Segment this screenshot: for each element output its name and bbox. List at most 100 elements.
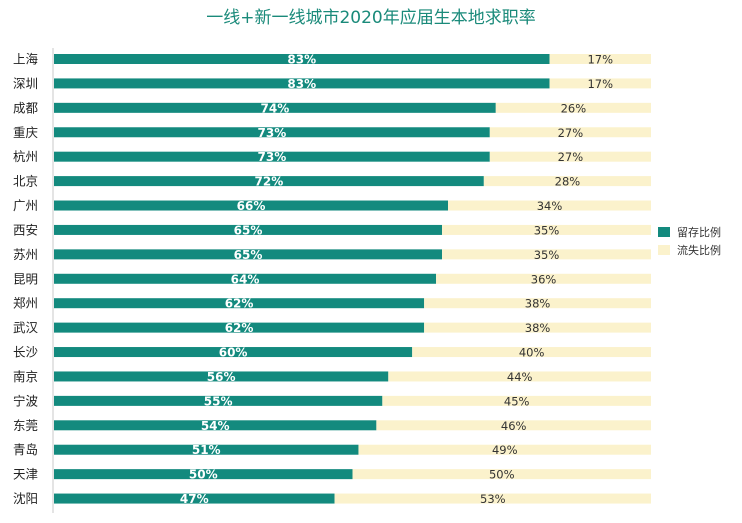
bar-lost: [382, 395, 651, 406]
data-label-retained: 62%: [225, 321, 254, 335]
data-label-lost: 34%: [537, 199, 563, 213]
data-label-retained: 50%: [189, 468, 218, 482]
data-label-retained: 55%: [204, 394, 233, 408]
bar-retained: [54, 78, 550, 89]
data-label-retained: 60%: [219, 346, 248, 360]
bar-lost: [412, 347, 651, 358]
data-label-retained: 62%: [225, 297, 254, 311]
legend: 留存比例 流失比例: [658, 225, 721, 257]
data-label-lost: 50%: [489, 468, 515, 482]
bar-retained: [54, 469, 353, 480]
bar-retained: [54, 151, 490, 162]
category-label: 长沙: [13, 345, 39, 360]
category-label: 沈阳: [13, 491, 38, 506]
bar-lost: [424, 298, 651, 309]
data-label-retained: 73%: [258, 150, 287, 164]
category-label: 苏州: [13, 247, 38, 262]
chart-title: 一线+新一线城市2020年应届生本地求职率: [206, 8, 536, 28]
data-label-lost: 40%: [519, 346, 545, 360]
data-label-retained: 66%: [237, 199, 266, 213]
category-label: 武汉: [13, 320, 39, 335]
category-label: 东莞: [13, 418, 38, 433]
category-label: 南京: [13, 369, 38, 384]
bar-retained: [54, 224, 443, 235]
data-label-lost: 44%: [507, 370, 533, 384]
bar-lost: [483, 176, 651, 187]
bar-retained: [54, 273, 437, 284]
bar-lost: [549, 54, 651, 64]
legend-label-retained: 留存比例: [677, 225, 721, 239]
category-label: 宁波: [13, 393, 39, 408]
legend-swatch-lost: [658, 245, 670, 255]
legend-swatch-retained: [658, 227, 670, 237]
category-label: 广州: [13, 198, 38, 213]
data-label-retained: 65%: [234, 248, 263, 262]
bar-retained: [54, 298, 425, 309]
bar-retained: [54, 200, 449, 211]
bar-retained: [54, 420, 377, 431]
data-label-retained: 72%: [255, 175, 284, 189]
bar-lost: [388, 371, 651, 382]
bar-lost: [448, 200, 651, 211]
category-label: 西安: [13, 222, 38, 237]
bar-lost: [489, 151, 651, 162]
bar-lost: [549, 78, 651, 89]
bar-lost: [376, 420, 651, 431]
bar-retained: [54, 493, 335, 504]
category-label: 上海: [13, 52, 39, 67]
data-label-retained: 64%: [231, 272, 260, 286]
data-label-retained: 83%: [287, 77, 316, 91]
data-label-retained: 54%: [201, 419, 230, 433]
bar-lost: [495, 102, 651, 113]
bar-lost: [442, 249, 651, 260]
legend-label-lost: 流失比例: [677, 243, 721, 257]
data-label-lost: 49%: [492, 443, 518, 457]
bar-lost: [489, 127, 651, 138]
bar-lost: [424, 322, 651, 333]
data-label-retained: 83%: [287, 53, 316, 67]
category-label: 昆明: [13, 271, 38, 286]
data-label-retained: 65%: [234, 223, 263, 237]
bar-retained: [54, 102, 496, 113]
data-label-lost: 36%: [531, 272, 557, 286]
bar-lost: [358, 444, 651, 455]
data-label-lost: 45%: [504, 394, 530, 408]
data-label-lost: 26%: [561, 101, 587, 115]
bars-group: 上海 83% 17% 深圳 83% 17% 成都 74% 26% 重庆 73% 27% 杭州 73% 27%…: [13, 52, 651, 506]
category-label: 重庆: [13, 125, 39, 140]
bar-retained: [54, 322, 425, 333]
data-label-lost: 27%: [558, 126, 584, 140]
data-label-lost: 28%: [555, 175, 581, 189]
bar-retained: [54, 395, 383, 406]
bar-retained: [54, 176, 484, 187]
bar-retained: [54, 371, 389, 382]
data-label-lost: 46%: [501, 419, 527, 433]
data-label-lost: 35%: [534, 223, 560, 237]
bar-retained: [54, 249, 443, 260]
bar-lost: [334, 493, 651, 504]
data-label-lost: 38%: [525, 297, 551, 311]
data-label-retained: 47%: [180, 492, 209, 506]
data-label-retained: 56%: [207, 370, 236, 384]
data-label-retained: 73%: [258, 126, 287, 140]
category-label: 成都: [13, 100, 39, 115]
data-label-lost: 17%: [587, 53, 613, 67]
data-label-lost: 53%: [480, 492, 506, 506]
data-label-retained: 74%: [261, 101, 290, 115]
category-label: 郑州: [13, 296, 38, 311]
category-label: 青岛: [13, 442, 38, 457]
category-label: 天津: [13, 467, 38, 482]
bar-retained: [54, 127, 490, 138]
data-label-lost: 38%: [525, 321, 551, 335]
data-label-lost: 27%: [558, 150, 584, 164]
bar-lost: [436, 273, 651, 284]
data-label-lost: 17%: [587, 77, 613, 91]
data-label-retained: 51%: [192, 443, 221, 457]
category-label: 杭州: [13, 149, 38, 164]
bar-retained: [54, 347, 413, 358]
data-label-lost: 35%: [534, 248, 560, 262]
category-label: 深圳: [13, 76, 38, 91]
bar-retained: [54, 444, 359, 455]
category-label: 北京: [13, 174, 38, 189]
